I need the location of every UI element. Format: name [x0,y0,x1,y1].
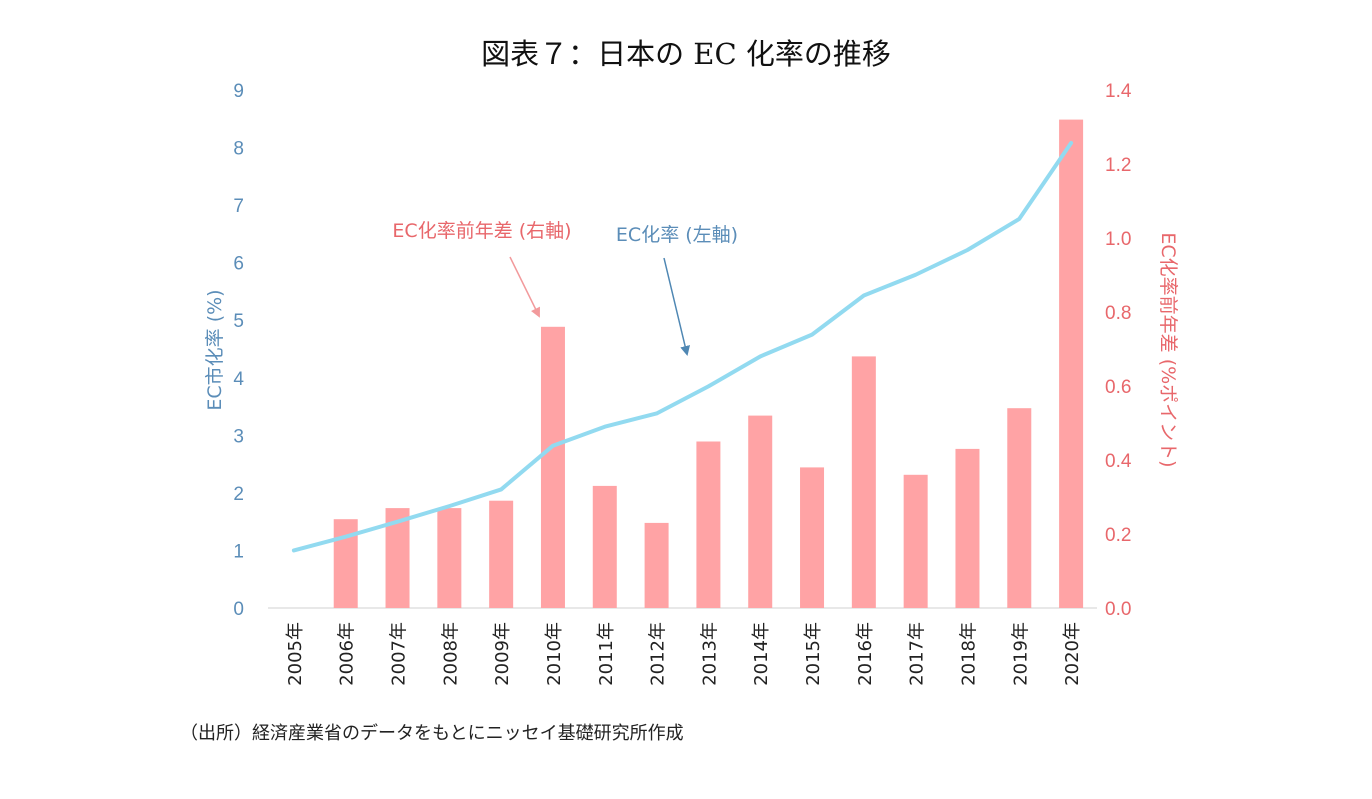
x-tick-label: 2012年 [648,622,669,686]
annotation-bar-arrow [509,256,540,318]
x-tick-label: 2009年 [492,622,513,686]
y-left-tick-label: 4 [233,369,244,390]
bar [592,485,617,608]
y-left-tick-label: 2 [233,484,244,505]
y-left-tick-label: 7 [233,196,244,217]
y-left-tick-label: 3 [233,426,244,447]
y-left-tick-label: 1 [233,541,244,562]
y-left-tick-label: 9 [233,81,244,102]
line-series [291,140,1074,553]
bar [489,500,514,608]
x-tick-label: 2015年 [803,622,824,686]
bar [437,508,462,608]
x-tick-label: 2006年 [337,622,358,686]
y-right-tick-label: 0.2 [1105,525,1131,546]
y-right-tick-label: 0.8 [1105,303,1131,324]
x-ticks: 2005年 2006年 2007年 2008年 2009年 2010年 2011年 2012年… [285,622,1083,686]
x-tick-label: 2017年 [907,622,928,686]
x-tick-label: 2005年 [285,622,306,686]
chart-title: 図表７：日本の EC 化率の推移 [481,37,891,71]
bar [1059,119,1084,608]
bar [955,448,980,608]
bar [696,441,721,608]
y-right-tick-label: 0.6 [1105,377,1131,398]
bar [644,522,669,608]
x-tick-label: 2014年 [751,622,772,686]
bar-series [333,119,1084,608]
y-left-tick-label: 5 [233,311,244,332]
x-tick-label: 2013年 [699,622,720,686]
y-left-ticks: 0 1 2 3 4 5 6 7 8 9 [233,81,244,620]
y-left-tick-label: 8 [233,139,244,160]
x-tick-label: 2019年 [1010,622,1031,686]
annotation-line-series: EC化率 (左軸) [616,224,738,246]
bar [903,474,928,608]
y-right-axis-label: EC化率前年差 (%ポイント) [1157,232,1179,467]
x-tick-label: 2020年 [1062,622,1083,686]
x-tick-label: 2010年 [544,622,565,686]
bar [800,467,825,608]
line-path [291,140,1074,553]
x-tick-label: 2008年 [440,622,461,686]
y-right-tick-label: 1.4 [1105,81,1132,102]
y-left-tick-label: 0 [233,599,244,620]
source-note: （出所）経済産業省のデータをもとにニッセイ基礎研究所作成 [180,723,684,744]
y-left-tick-label: 6 [233,254,244,275]
y-right-tick-label: 1.0 [1105,229,1131,250]
y-right-tick-label: 0.0 [1105,599,1131,620]
x-tick-label: 2018年 [958,622,979,686]
y-left-axis-label: EC市化率 (%) [204,289,226,410]
x-tick-label: 2007年 [389,622,410,686]
bar [748,415,773,608]
x-tick-label: 2016年 [855,622,876,686]
bar [1007,408,1032,608]
y-right-tick-label: 0.4 [1105,451,1132,472]
annotation-line-arrow [663,257,690,356]
x-tick-label: 2011年 [596,622,617,686]
bar [540,326,565,608]
annotation-bar-series: EC化率前年差 (右軸) [392,220,571,242]
y-right-ticks: 0.0 0.2 0.4 0.6 0.8 1.0 1.2 1.4 [1105,81,1132,620]
bar [851,356,876,608]
y-right-tick-label: 1.2 [1105,155,1131,176]
